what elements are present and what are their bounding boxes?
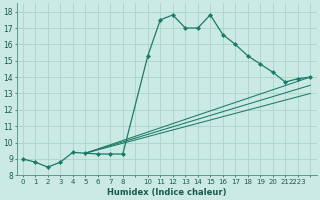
X-axis label: Humidex (Indice chaleur): Humidex (Indice chaleur): [107, 188, 226, 197]
